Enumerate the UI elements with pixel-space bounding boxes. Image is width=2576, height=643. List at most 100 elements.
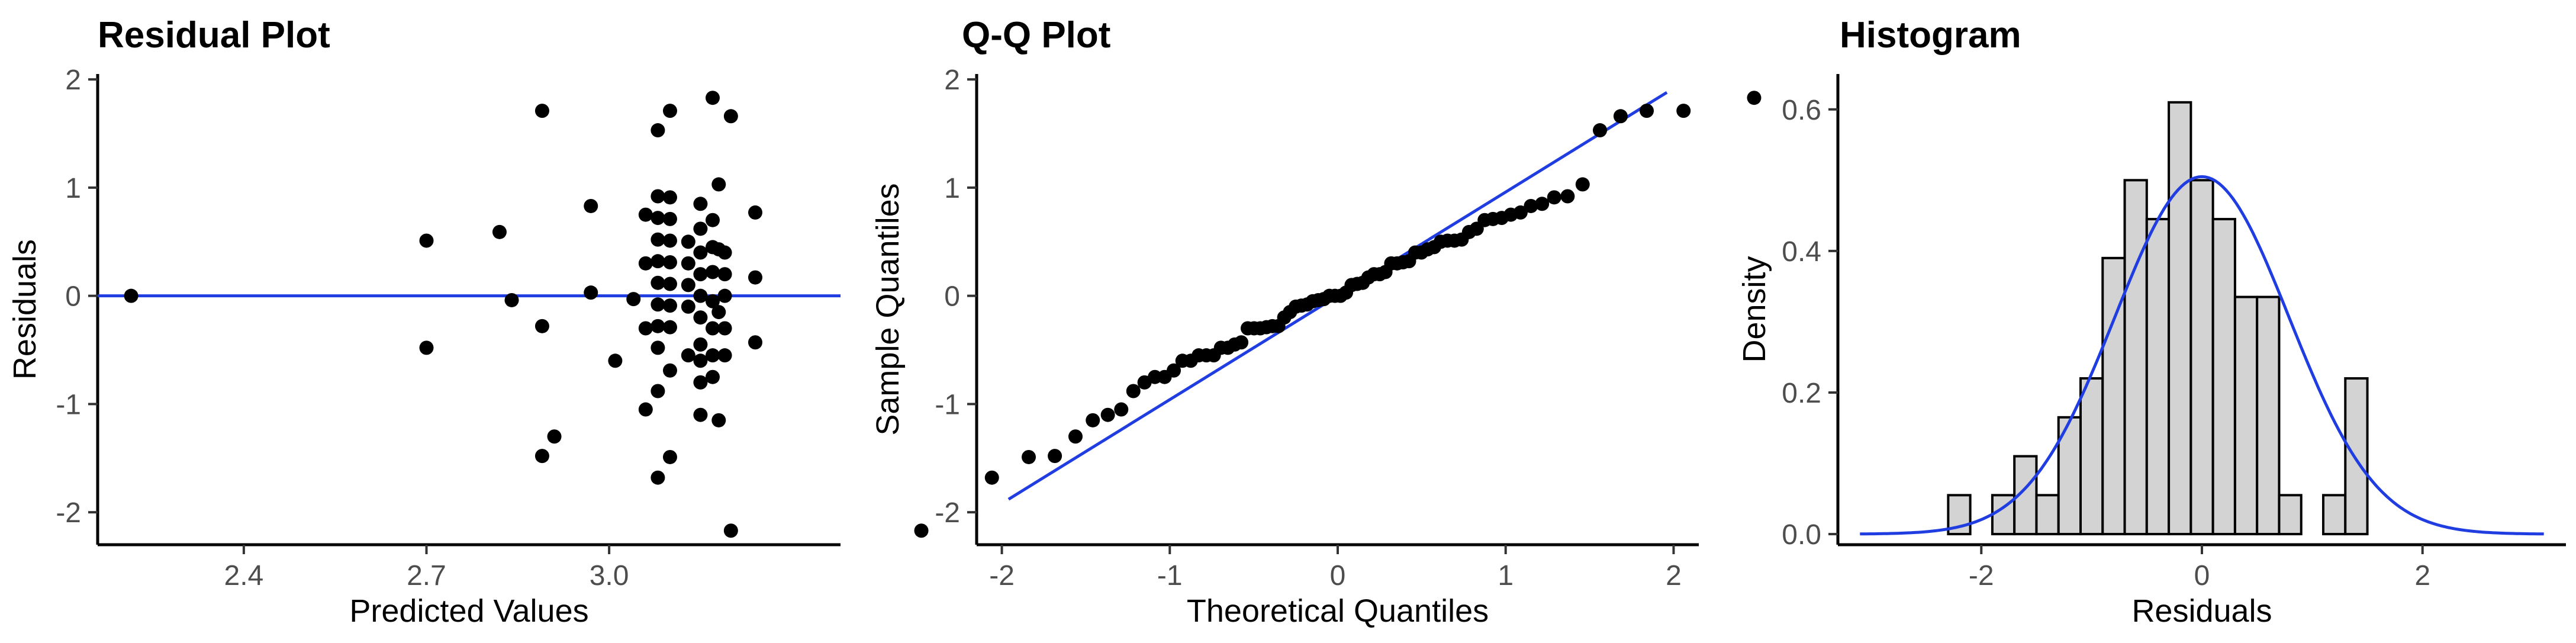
x-tick-label: 2 <box>1666 560 1682 591</box>
qq-point <box>1613 109 1628 124</box>
residual-point <box>693 221 708 236</box>
residual-point <box>717 288 732 303</box>
qq-point <box>1535 197 1550 211</box>
residual-point <box>662 320 677 335</box>
residual-point <box>705 294 720 308</box>
x-tick-label: -2 <box>989 560 1015 591</box>
x-axis-label: Residuals <box>2131 593 2272 629</box>
residual-point <box>693 245 708 260</box>
residual-point <box>504 292 519 307</box>
x-tick-label: 1 <box>1498 560 1514 591</box>
y-tick-label: 0 <box>65 281 81 313</box>
residual-point <box>748 270 762 285</box>
histogram-bar <box>2233 295 2259 536</box>
residual-point <box>681 348 695 363</box>
histogram-bar <box>2123 179 2148 536</box>
qq-point <box>1560 189 1575 204</box>
residual-point <box>534 319 549 333</box>
y-tick-label: 0.0 <box>1782 519 1821 551</box>
y-tick-label: -2 <box>56 497 81 529</box>
histogram-bar <box>2079 377 2104 536</box>
qq-point <box>1547 190 1561 205</box>
residual-point <box>705 213 720 227</box>
histogram-bar <box>2278 494 2303 536</box>
residual-point <box>681 278 695 292</box>
y-tick-label: 2 <box>944 65 960 96</box>
residual-point <box>693 310 708 325</box>
residual-point <box>681 256 695 271</box>
x-axis-label: Theoretical Quantiles <box>1187 593 1489 629</box>
x-tick-label: -1 <box>1157 560 1183 591</box>
residual-point <box>651 297 665 312</box>
residual-point <box>681 234 695 249</box>
residual-point <box>711 177 726 192</box>
chart-title: Histogram <box>1840 15 2021 56</box>
y-tick-label: 0.6 <box>1782 95 1821 126</box>
qq-point <box>1513 205 1528 220</box>
residual-point <box>651 254 665 269</box>
x-tick-label: 2.4 <box>224 560 264 591</box>
qq-point <box>1593 123 1608 138</box>
histogram-bar <box>2145 218 2171 536</box>
y-tick-label: 0 <box>944 281 960 313</box>
y-axis-label: Residuals <box>7 239 43 380</box>
residual-point <box>584 285 598 300</box>
x-tick-label: 2 <box>2414 560 2430 591</box>
residual-point <box>705 321 720 336</box>
histogram-bar <box>2256 295 2281 536</box>
residual-point <box>681 299 695 314</box>
residual-point <box>638 321 653 336</box>
residual-point <box>662 277 677 291</box>
histogram-panel: Histogram -2 0 2 0.0 0.2 0.4 0.6 Residuals Densit… <box>1737 15 2566 629</box>
residual-point <box>693 337 708 352</box>
residual-point <box>638 207 653 222</box>
qq-point <box>1126 384 1141 398</box>
residual-point <box>662 233 677 248</box>
x-tick-label: 2.7 <box>407 560 446 591</box>
y-tick-label: 1 <box>944 173 960 204</box>
histogram-bar <box>2168 101 2192 536</box>
histogram-bar <box>2344 377 2369 536</box>
residual-point <box>705 369 720 384</box>
residual-point <box>711 305 726 320</box>
residual-point <box>717 245 732 260</box>
residual-point <box>638 402 653 417</box>
histogram-bar <box>2189 179 2214 536</box>
residual-point <box>608 353 623 368</box>
residual-point <box>492 224 507 239</box>
histogram-bar <box>2211 218 2236 536</box>
residual-point <box>584 198 598 213</box>
residual-point <box>419 233 434 248</box>
y-tick-label: -1 <box>56 389 81 420</box>
qq-point <box>1640 104 1654 118</box>
y-tick-label: 0.2 <box>1782 378 1821 409</box>
residual-point <box>662 363 677 378</box>
x-axis-label: Predicted Values <box>349 593 588 629</box>
qq-point <box>1148 369 1163 384</box>
residual-point <box>662 255 677 269</box>
residual-point <box>547 429 562 444</box>
x-tick-label: 0 <box>2194 560 2210 591</box>
qq-point <box>1575 177 1590 192</box>
qq-point <box>1234 335 1249 350</box>
residual-point <box>651 384 665 398</box>
residual-point <box>662 104 677 118</box>
y-tick-label: 1 <box>65 173 81 204</box>
histogram-bar <box>2322 494 2347 536</box>
residual-point <box>705 91 720 105</box>
residual-point <box>748 335 762 350</box>
residual-point <box>651 123 665 138</box>
residual-point <box>651 211 665 226</box>
residual-point <box>693 197 708 211</box>
x-tick-label: -2 <box>1969 560 1994 591</box>
y-axis-label: Density <box>1737 256 1772 362</box>
residual-point <box>717 267 732 282</box>
residual-point <box>711 413 726 427</box>
x-tick-label: 3.0 <box>590 560 629 591</box>
qq-point <box>1086 413 1100 427</box>
residual-point <box>693 288 708 303</box>
residual-point <box>693 375 708 390</box>
normal-density-curve <box>1860 175 2544 536</box>
residual-point <box>534 104 549 118</box>
qq-point <box>1048 449 1062 464</box>
